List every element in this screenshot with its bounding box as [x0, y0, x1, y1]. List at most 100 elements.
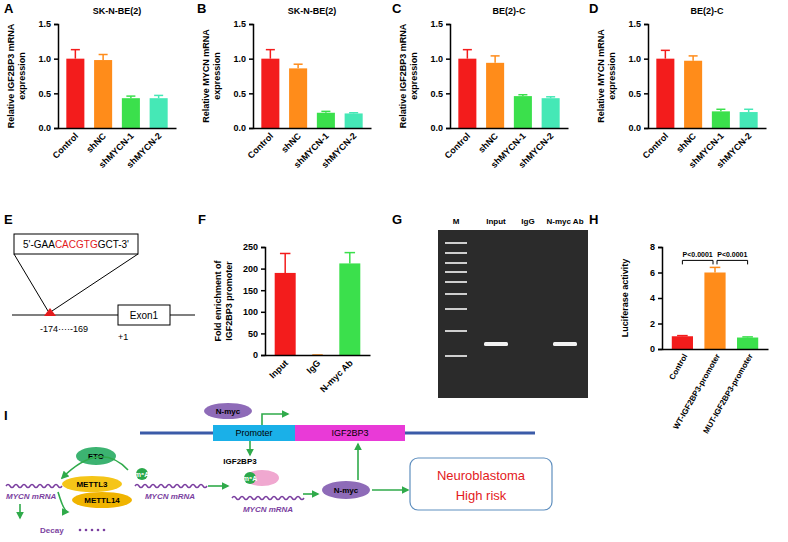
ladder-band	[445, 281, 467, 283]
y-axis-line	[54, 25, 59, 129]
chart: 0.00.51.01.5ControlshNCshMYCN-1shMYCN-2B…	[398, 6, 569, 170]
error-cap	[710, 267, 721, 269]
y-tick-mark	[644, 24, 648, 26]
x-tick-label: IgG	[305, 358, 323, 376]
schematic-label: Promoter	[235, 428, 272, 438]
y-tick: 1.5	[628, 19, 648, 29]
plot-area	[656, 50, 757, 128]
plot-area	[458, 50, 559, 128]
schematic-label: High risk	[456, 488, 507, 503]
y-tick-mark	[249, 128, 253, 130]
error-bar	[494, 56, 496, 63]
y-tick-label: 1.5	[38, 19, 51, 29]
y-tick-label: 0.0	[628, 123, 641, 133]
x-tick-label: Control	[246, 131, 276, 161]
y-axis-title: Luciferase activity	[620, 259, 630, 338]
x-tick-label: shNC	[279, 131, 303, 155]
y-tick-label: 0.5	[38, 89, 51, 99]
bar	[672, 336, 693, 349]
bar	[261, 59, 279, 128]
y-tick-mark	[658, 349, 662, 351]
y-tick-mark	[658, 272, 662, 274]
y-tick: 8	[650, 242, 662, 252]
sample-band	[553, 342, 577, 346]
panel-label: H	[589, 212, 598, 227]
panel-label: D	[589, 1, 598, 16]
x-tick-label: shNC	[674, 131, 698, 155]
x-tick: IgG	[305, 355, 323, 376]
x-tick: Control	[641, 128, 671, 161]
error-bar	[349, 253, 351, 264]
error-cap	[126, 95, 135, 97]
panel-label: B	[197, 1, 206, 16]
y-axis-title: Relative MYCN mRNAexpression	[596, 29, 617, 123]
plot-area	[672, 267, 758, 349]
chart: 0.00.51.01.5ControlshNCshMYCN-1shMYCN-2 S…	[201, 6, 372, 170]
gel: MInputIgGN-myc Ab	[438, 217, 588, 398]
x-axis: ControlWT-IGF2BP3-promoterMUT-IGF2BP3-pr…	[663, 349, 769, 435]
y-tick: 0	[650, 344, 662, 354]
y-tick-mark	[249, 58, 253, 60]
bar	[704, 273, 725, 350]
error-bar	[714, 267, 716, 272]
exon-label: Exon1	[130, 310, 159, 321]
plot-area	[261, 50, 362, 128]
schematic-label: MYCN mRNA	[243, 505, 293, 514]
y-tick: 1.5	[233, 19, 253, 29]
exon-box	[118, 305, 170, 325]
y-axis-line	[658, 248, 663, 350]
bar	[737, 338, 758, 349]
decay-dot	[91, 529, 94, 532]
bar	[458, 59, 476, 128]
x-tick: shMYCN-2	[715, 128, 754, 170]
y-tick-mark	[261, 355, 265, 357]
x-tick: shNC	[84, 128, 108, 155]
annotation: P<0.0001	[717, 251, 747, 258]
error-cap	[463, 49, 472, 51]
y-tick-label: 200	[243, 264, 258, 274]
y-tick: 50	[248, 329, 265, 339]
y-tick-mark	[261, 268, 265, 270]
y-axis: 0.00.51.01.5	[233, 19, 253, 133]
x-axis: InputIgGN-myc Ab	[266, 355, 371, 394]
y-axis-line	[446, 25, 451, 129]
mrna-strand	[135, 485, 207, 488]
lane-label: N-myc Ab	[546, 217, 583, 226]
y-tick: 200	[243, 264, 265, 274]
y-tick-label: 50	[248, 329, 258, 339]
error-cap	[491, 55, 500, 57]
y-tick-label: 1.5	[233, 19, 246, 29]
schematic-label: N-myc	[216, 407, 241, 416]
y-tick-mark	[658, 247, 662, 249]
error-cap	[349, 112, 358, 114]
bar	[656, 59, 674, 128]
error-cap	[661, 50, 670, 52]
error-bar	[665, 50, 667, 58]
x-axis: ControlshNCshMYCN-1shMYCN-2	[641, 128, 767, 170]
x-tick: Control	[246, 128, 276, 161]
ladder-band	[445, 293, 467, 295]
y-axis-title: Relative IGF2BP3 mRNAexpression	[6, 23, 27, 128]
x-tick-label: shNC	[84, 131, 108, 155]
bar	[122, 98, 140, 128]
protein	[322, 481, 370, 499]
y-tick: 0.0	[38, 123, 58, 133]
arrow	[357, 444, 359, 480]
y-tick: 150	[243, 286, 265, 296]
site-label: -174····-169	[40, 324, 88, 334]
sequence: 5'-GAACACGTGGCT-3'	[23, 239, 129, 250]
schematic-label: IGF2BP3	[223, 457, 257, 466]
x-axis: ControlshNCshMYCN-1shMYCN-2	[246, 128, 372, 170]
y-tick-label: 1.0	[628, 54, 641, 64]
x-tick: Control	[667, 349, 689, 381]
sequence-part: 5'-GAA	[23, 239, 55, 250]
y-tick-label: 1.0	[430, 54, 443, 64]
x-tick-label: Control	[641, 131, 671, 161]
ladder-band	[445, 242, 467, 244]
panel-label: F	[198, 212, 206, 227]
y-tick: 250	[243, 242, 265, 252]
y-tick-mark	[261, 333, 265, 335]
chart-title: SK-N-BE(2)	[288, 6, 337, 16]
promoter-diagram: 5'-GAACACGTGGCT-3'-174····-169Exon1+1	[12, 234, 195, 342]
bar	[94, 60, 112, 128]
